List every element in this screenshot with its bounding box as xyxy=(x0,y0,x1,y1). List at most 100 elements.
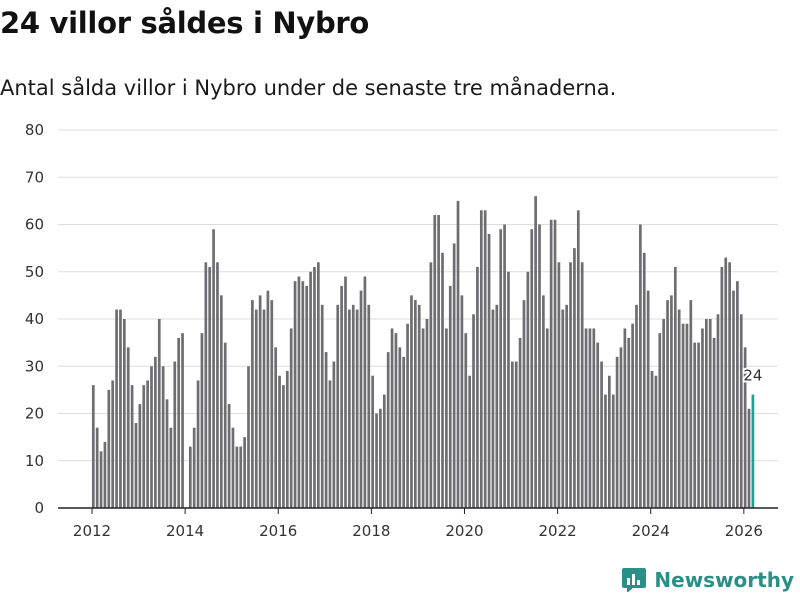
bar xyxy=(231,427,235,508)
bar xyxy=(212,229,215,508)
bar xyxy=(192,427,196,508)
bar xyxy=(301,281,305,508)
bar xyxy=(285,370,289,508)
bar xyxy=(573,248,576,509)
bar xyxy=(670,295,673,509)
latest-value-halo: 24 xyxy=(743,367,762,385)
bar xyxy=(549,219,553,508)
chart-subtitle: Antal sålda villor i Nybro under de sena… xyxy=(0,76,617,100)
bar xyxy=(247,366,250,508)
bar xyxy=(448,285,452,508)
bar xyxy=(534,196,537,508)
x-tick-label: 2018 xyxy=(352,522,390,540)
bar xyxy=(642,252,646,508)
x-tick-label: 2024 xyxy=(632,522,670,540)
bar xyxy=(433,215,437,509)
bar xyxy=(673,267,677,508)
bar xyxy=(227,404,231,508)
bar xyxy=(367,304,371,508)
bar xyxy=(472,314,475,508)
bar xyxy=(607,375,611,508)
bar xyxy=(402,356,406,508)
bar xyxy=(666,300,669,508)
y-tick-label: 20 xyxy=(25,405,44,423)
y-tick-label: 30 xyxy=(25,357,44,375)
bar xyxy=(289,328,293,508)
bar xyxy=(542,295,545,509)
bar xyxy=(596,342,600,509)
bar xyxy=(386,352,390,508)
bar xyxy=(421,328,425,508)
bar xyxy=(359,290,363,508)
bar xyxy=(316,262,320,508)
bar xyxy=(701,328,704,508)
bar xyxy=(510,361,514,508)
bar xyxy=(177,337,181,508)
bar xyxy=(619,347,623,508)
bar xyxy=(258,295,262,509)
bar xyxy=(514,361,518,508)
bar xyxy=(736,281,739,508)
y-tick-label: 10 xyxy=(25,452,44,470)
bar xyxy=(650,370,654,508)
bar xyxy=(371,375,375,508)
bar xyxy=(441,252,444,508)
bar xyxy=(309,271,312,508)
y-tick-label: 60 xyxy=(25,216,44,234)
bar xyxy=(425,319,429,508)
y-tick-label: 70 xyxy=(25,168,44,186)
bar xyxy=(526,271,530,508)
bar xyxy=(169,427,173,508)
bar xyxy=(320,304,324,508)
bar xyxy=(297,276,301,508)
bar xyxy=(379,408,382,508)
bar xyxy=(278,375,281,508)
bar xyxy=(452,243,456,508)
bar xyxy=(181,333,184,508)
axes: 0 10 20 30 40 50 60 70 80 2012 2014 2016 2018 2020 202… xyxy=(25,121,778,540)
bar xyxy=(375,413,378,508)
bars xyxy=(91,196,755,509)
bar xyxy=(681,323,685,508)
bar xyxy=(708,319,712,508)
bar xyxy=(398,347,402,508)
bar xyxy=(200,333,204,508)
bar xyxy=(499,229,503,508)
bar xyxy=(495,304,499,508)
bar xyxy=(355,309,359,508)
bar xyxy=(487,233,491,508)
bar xyxy=(243,437,246,509)
bar xyxy=(561,309,565,508)
bar xyxy=(328,380,332,508)
bar xyxy=(747,408,751,508)
bar xyxy=(282,385,285,508)
bar xyxy=(134,422,138,508)
y-tick-label: 50 xyxy=(25,263,44,281)
bar xyxy=(545,328,549,508)
bar xyxy=(720,267,724,508)
bar xyxy=(363,276,367,508)
bar xyxy=(530,229,534,508)
bar xyxy=(204,262,208,508)
bar xyxy=(130,385,134,508)
bar xyxy=(445,328,448,508)
newsworthy-logo: Newsworthy xyxy=(622,568,794,592)
brand-name: Newsworthy xyxy=(654,568,794,592)
y-tick-label: 0 xyxy=(34,499,44,517)
bar-latest xyxy=(751,394,755,508)
bar xyxy=(188,446,192,508)
bar xyxy=(219,295,223,509)
bar xyxy=(677,309,681,508)
bar-chart: 0 10 20 30 40 50 60 70 80 2012 2014 2016 2018 2020 202… xyxy=(25,121,778,540)
bar xyxy=(266,290,270,508)
bar xyxy=(119,309,122,508)
bar xyxy=(142,385,146,508)
bar xyxy=(313,267,316,508)
bar xyxy=(569,262,572,508)
bar xyxy=(580,262,584,508)
bar xyxy=(196,380,200,508)
bar xyxy=(103,441,107,508)
bar xyxy=(456,200,460,509)
bar xyxy=(584,328,588,508)
